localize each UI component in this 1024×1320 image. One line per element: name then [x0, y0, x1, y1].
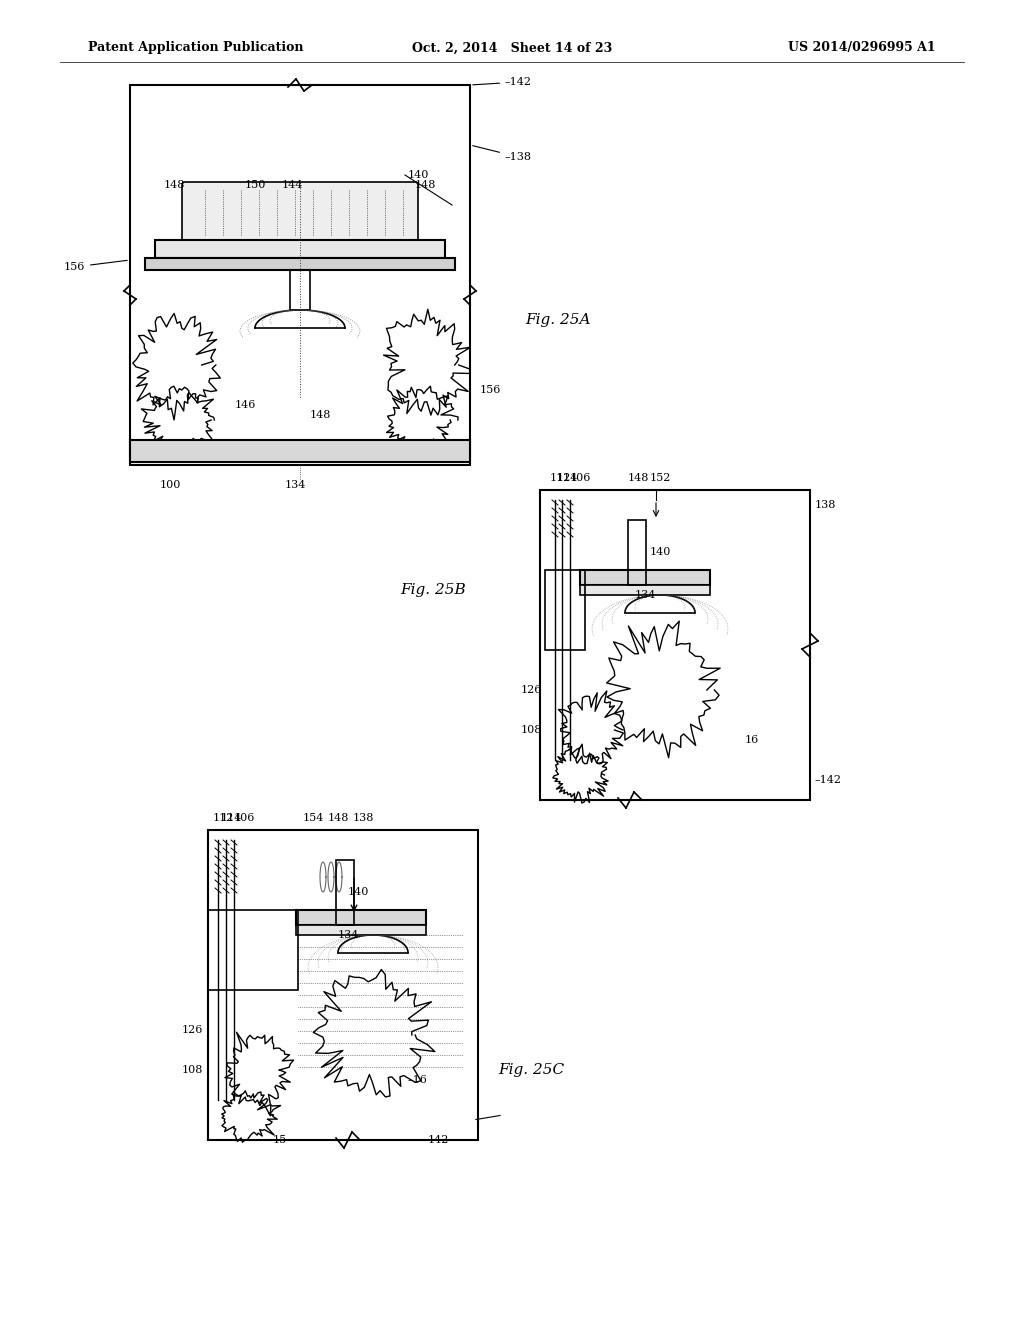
- Text: 106: 106: [234, 813, 255, 822]
- Text: Fig. 25A: Fig. 25A: [525, 313, 591, 327]
- Bar: [155, 240, 445, 257]
- Text: 140: 140: [408, 170, 429, 180]
- Text: US 2014/0296995 A1: US 2014/0296995 A1: [788, 41, 936, 54]
- Text: 126: 126: [181, 1026, 203, 1035]
- Text: 156: 156: [63, 260, 127, 272]
- FancyBboxPatch shape: [182, 182, 418, 243]
- Bar: [130, 84, 470, 465]
- Text: 114: 114: [557, 473, 579, 483]
- Text: 106: 106: [570, 473, 592, 483]
- Bar: [145, 257, 455, 271]
- Text: 112: 112: [550, 473, 571, 483]
- Text: 142: 142: [428, 1135, 450, 1144]
- Text: 112: 112: [213, 813, 234, 822]
- Text: Fig. 25C: Fig. 25C: [498, 1063, 564, 1077]
- Text: 134: 134: [338, 931, 359, 940]
- Text: 140: 140: [348, 887, 370, 898]
- Bar: [208, 830, 478, 1140]
- Text: –142: –142: [473, 77, 532, 87]
- Bar: [296, 925, 426, 935]
- Text: 148: 148: [328, 813, 349, 822]
- Text: 138: 138: [815, 500, 837, 510]
- Text: 148: 148: [310, 411, 332, 420]
- Bar: [290, 271, 310, 310]
- Bar: [296, 909, 426, 925]
- Bar: [540, 490, 810, 800]
- Text: 138: 138: [353, 813, 375, 822]
- Text: 146: 146: [234, 400, 256, 411]
- Bar: [580, 570, 710, 585]
- Text: Oct. 2, 2014   Sheet 14 of 23: Oct. 2, 2014 Sheet 14 of 23: [412, 41, 612, 54]
- Text: 154: 154: [303, 813, 325, 822]
- Bar: [545, 570, 585, 649]
- Text: 126: 126: [520, 685, 542, 696]
- Bar: [336, 861, 354, 925]
- Text: –142: –142: [815, 775, 842, 785]
- Text: 156: 156: [480, 385, 502, 395]
- Bar: [208, 909, 298, 990]
- Text: –16: –16: [408, 1074, 428, 1085]
- Text: 100: 100: [160, 480, 181, 490]
- Bar: [130, 440, 470, 462]
- Bar: [580, 585, 710, 595]
- Text: 144: 144: [282, 180, 303, 190]
- Bar: [628, 520, 646, 585]
- Text: –138: –138: [473, 145, 532, 162]
- Text: 140: 140: [650, 546, 672, 557]
- Text: 108: 108: [181, 1065, 203, 1074]
- Text: 148: 148: [628, 473, 649, 483]
- Text: 152: 152: [650, 473, 672, 483]
- Text: 15: 15: [273, 1135, 288, 1144]
- Text: Fig. 25B: Fig. 25B: [400, 583, 466, 597]
- Text: 134: 134: [285, 480, 306, 490]
- Text: 114: 114: [221, 813, 243, 822]
- Text: Patent Application Publication: Patent Application Publication: [88, 41, 303, 54]
- Text: 16: 16: [745, 735, 759, 744]
- Text: 150: 150: [245, 180, 265, 190]
- Text: 134: 134: [635, 590, 656, 601]
- Text: 108: 108: [520, 725, 542, 735]
- Text: 148: 148: [415, 180, 436, 190]
- Text: 148: 148: [164, 180, 185, 190]
